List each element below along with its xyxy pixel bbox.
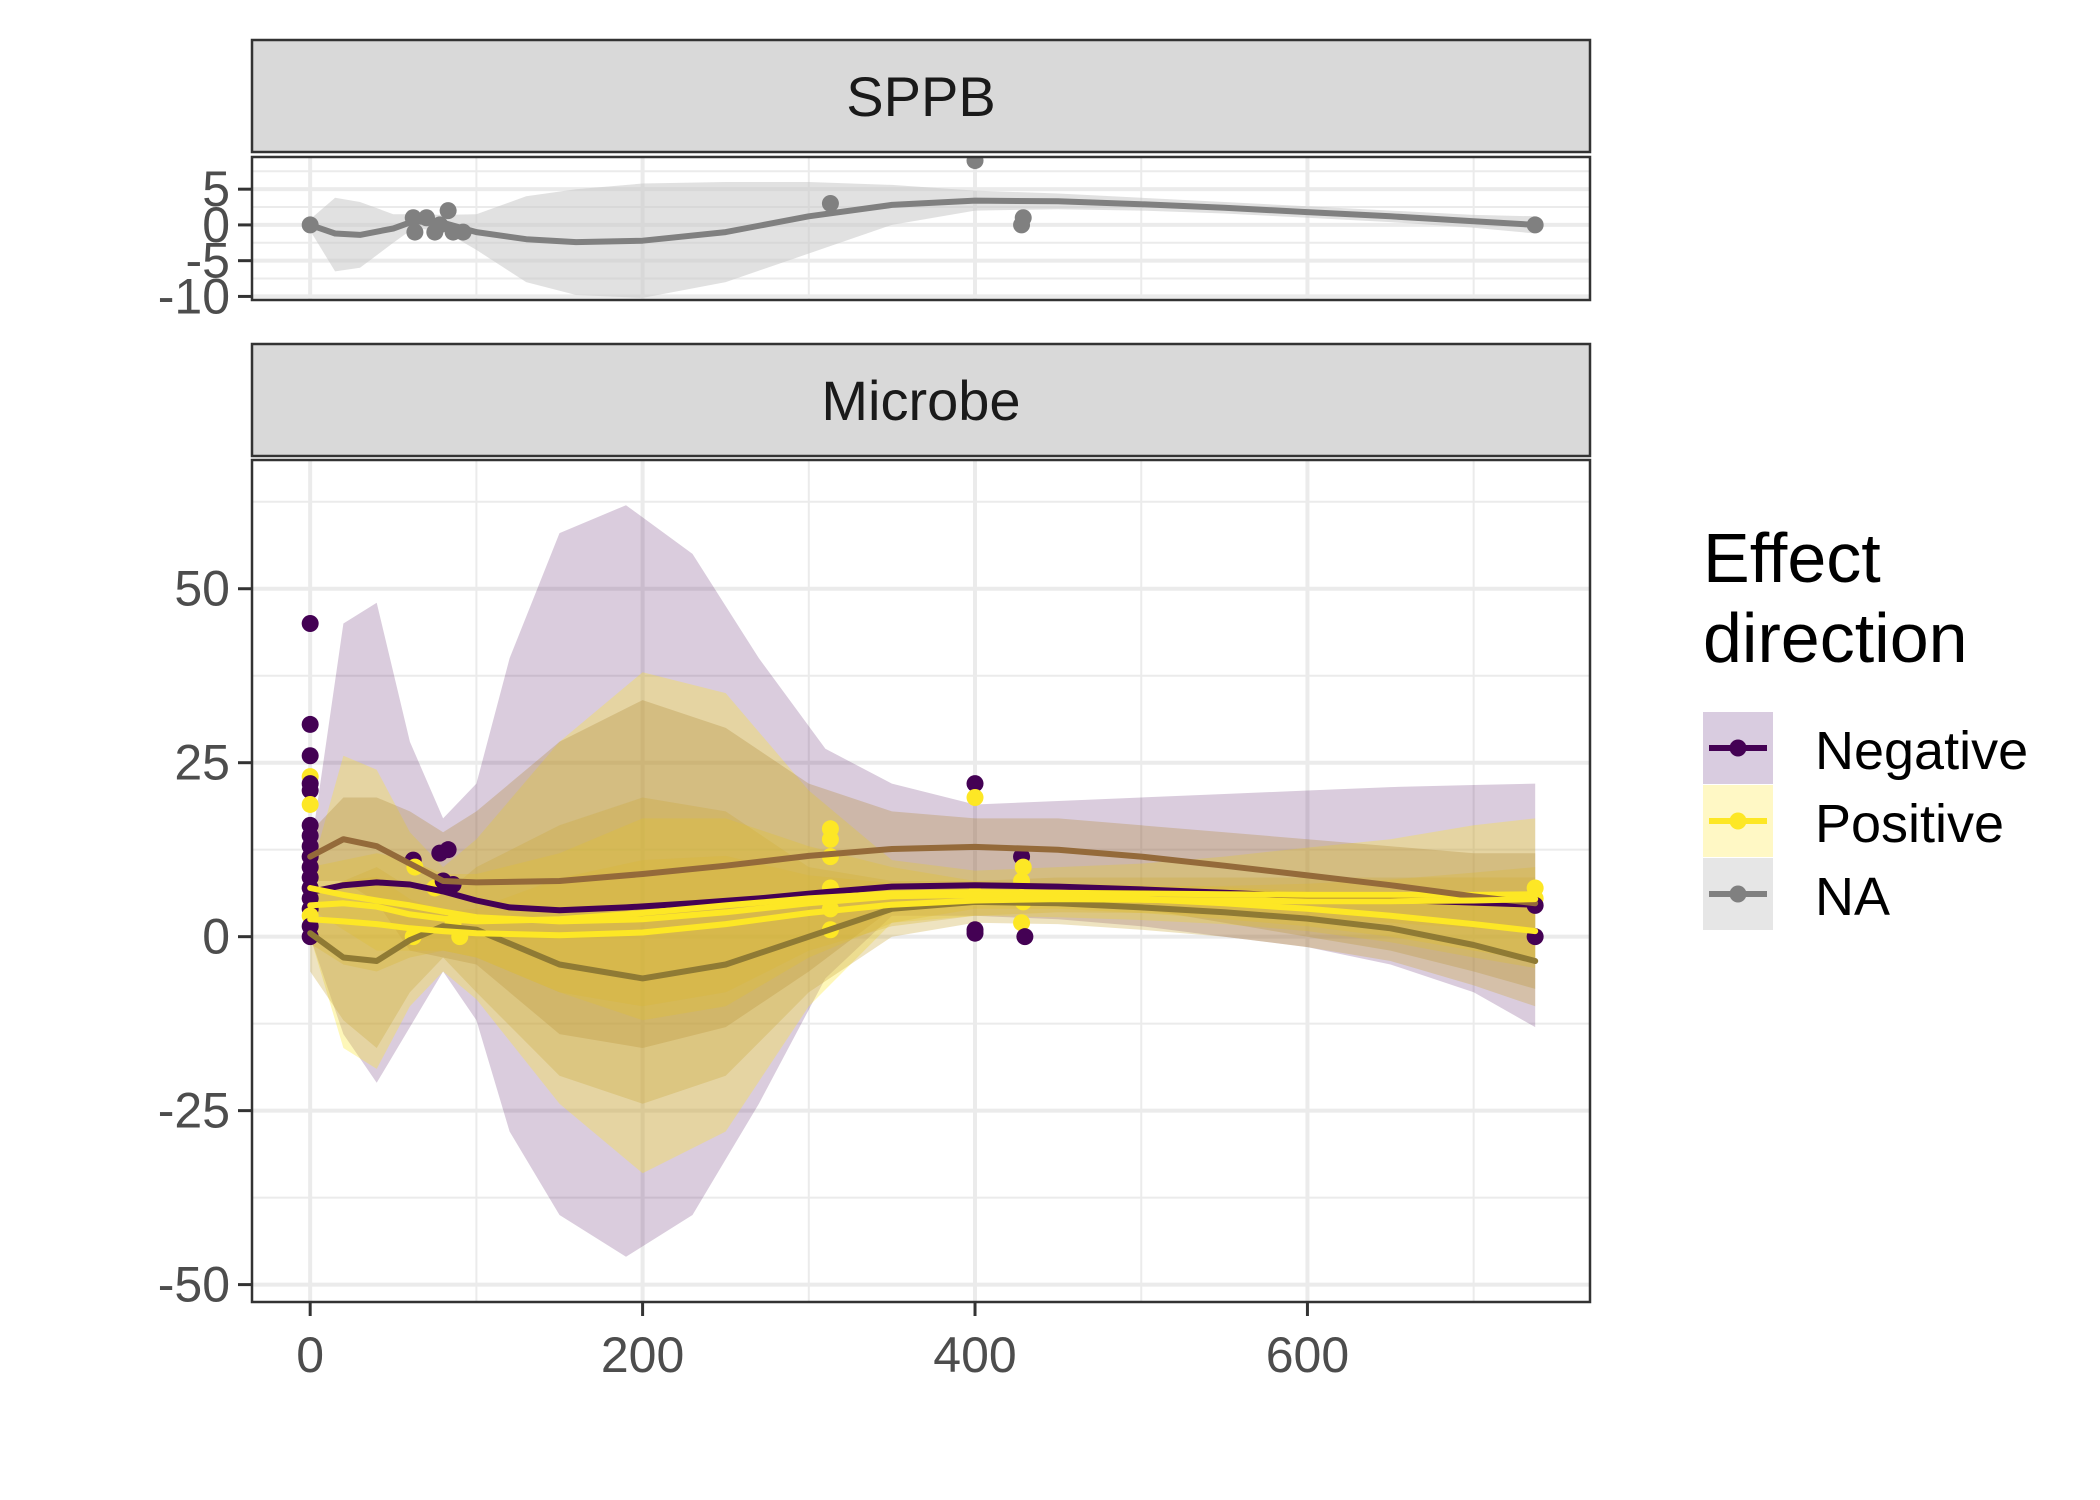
microbe-panel: Microbe 50 25 0 -25 -50 — [158, 342, 1592, 1313]
microbe-y-tick-label: 25 — [174, 735, 230, 791]
microbe-gridlines — [252, 460, 1590, 1302]
sppb-point-na — [439, 202, 457, 220]
microbe-strip — [250, 342, 1592, 458]
sppb-panel-border — [250, 155, 1592, 302]
x-tick-label: 400 — [933, 1327, 1016, 1383]
sppb-y-tick-label: -5 — [186, 233, 230, 289]
legend-label-negative: Negative — [1815, 721, 2028, 781]
microbe-point-positive — [966, 788, 984, 806]
microbe-smooth-line-positive-3 — [307, 898, 1539, 982]
microbe-smooth-line-positive-4 — [307, 885, 1539, 935]
sppb-panel: SPPB 50-5-10 — [158, 38, 1592, 324]
microbe-y-tick-label: 50 — [174, 561, 230, 617]
microbe-y-tick-label: -50 — [158, 1257, 230, 1313]
microbe-point-negative — [301, 615, 319, 633]
microbe-point-negative — [301, 747, 319, 765]
microbe-point-negative — [1016, 928, 1034, 946]
sppb-smooth-line-na-0 — [307, 197, 1539, 246]
microbe-confidence-band-positive-1 — [310, 672, 1536, 1174]
sppb-point-na — [406, 223, 424, 241]
microbe-point-negative — [301, 715, 319, 733]
sppb-strip — [250, 38, 1592, 154]
sppb-y-tick-label: 5 — [202, 161, 230, 217]
microbe-point-positive — [821, 830, 839, 848]
microbe-confidence-band-negative-2 — [310, 700, 1536, 1048]
microbe-y-tick-label: 0 — [202, 909, 230, 965]
sppb-point-na — [821, 194, 839, 212]
legend-key-point-na — [1729, 885, 1747, 903]
legend-label-positive: Positive — [1815, 794, 2004, 854]
sppb-y-tick-label: 0 — [202, 197, 230, 253]
sppb-point-na — [966, 157, 984, 170]
microbe-strip-label: Microbe — [821, 369, 1020, 432]
microbe-point-negative — [966, 924, 984, 942]
microbe-point-negative — [301, 782, 319, 800]
x-tick-label: 0 — [296, 1327, 324, 1383]
microbe-point-positive — [1014, 858, 1032, 876]
microbe-confidence-band-negative-0 — [310, 505, 1536, 1257]
sppb-strip-label: SPPB — [846, 65, 995, 128]
microbe-point-positive — [301, 795, 319, 813]
legend-title-line-1: Effect — [1703, 519, 1881, 597]
legend-key-point-negative — [1729, 739, 1747, 757]
legend-key-point-positive — [1729, 812, 1747, 830]
sppb-point-na — [1014, 209, 1032, 227]
x-tick-label: 600 — [1266, 1327, 1349, 1383]
legend: Effect direction Negative Positive NA — [1703, 519, 2028, 930]
x-tick-label: 200 — [601, 1327, 684, 1383]
sppb-plot-area — [301, 157, 1544, 298]
microbe-y-tick-label: -25 — [158, 1083, 230, 1139]
legend-keys — [1703, 712, 1773, 930]
sppb-y-tick-label: -10 — [158, 268, 230, 324]
microbe-confidence-band-positive-4 — [310, 818, 1536, 1021]
microbe-point-positive — [1013, 914, 1031, 932]
legend-title-line-2: direction — [1703, 599, 1968, 677]
microbe-smooth-line-negative-2 — [307, 836, 1539, 907]
microbe-panel-border — [250, 458, 1592, 1304]
legend-label-na: NA — [1815, 867, 1890, 927]
microbe-plot-area — [301, 505, 1544, 1257]
microbe-smooth-line-positive-5 — [307, 896, 1539, 939]
microbe-point-negative — [439, 841, 457, 859]
x-axis: 0 200 400 600 — [296, 1302, 1349, 1383]
microbe-smooth-line-positive-1 — [307, 889, 1539, 925]
microbe-point-negative — [966, 775, 984, 793]
